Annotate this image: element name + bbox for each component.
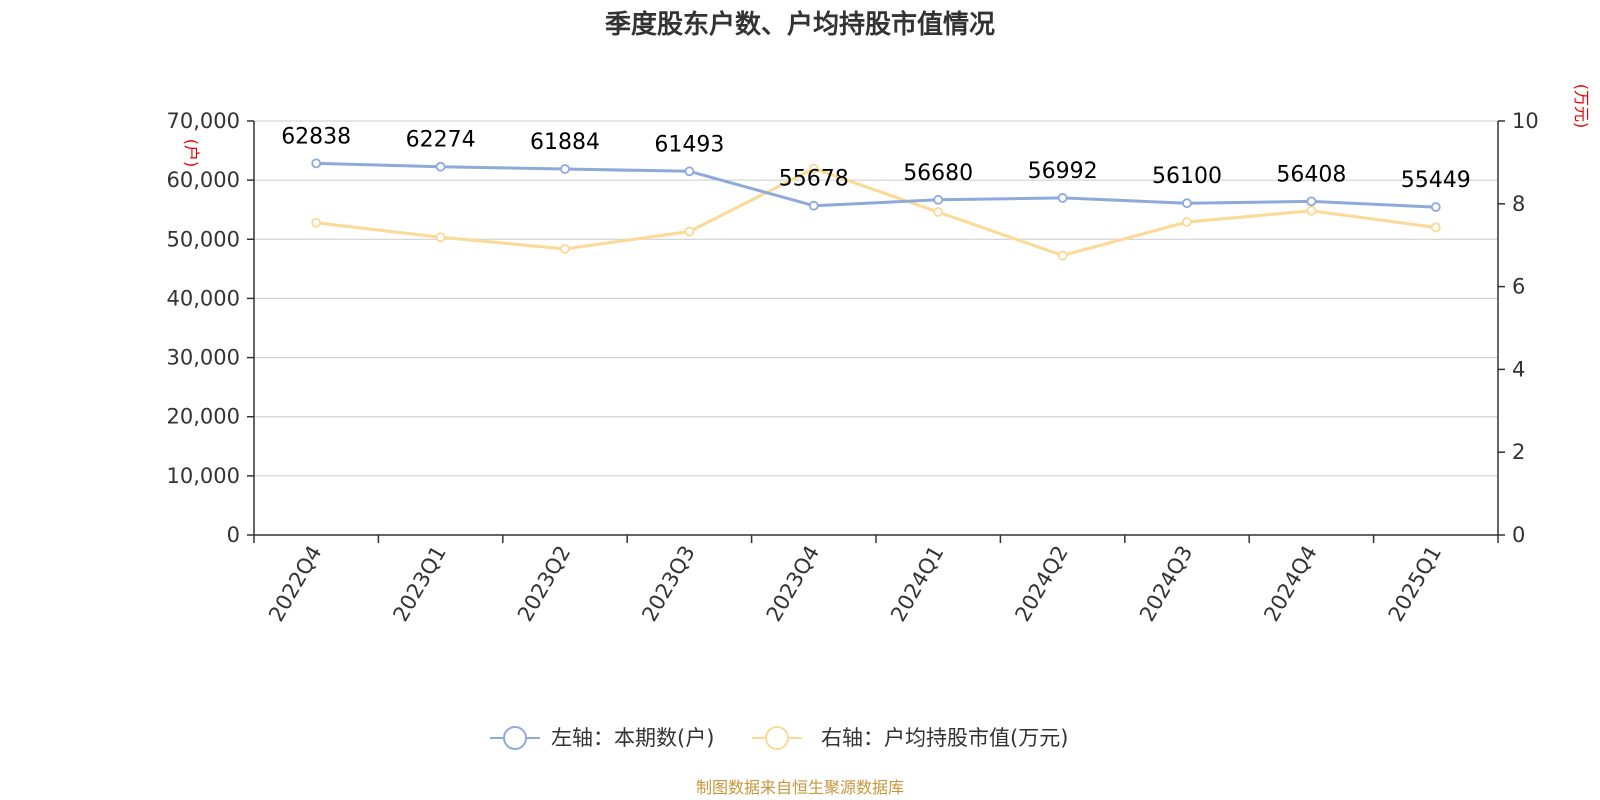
series-layer [311, 158, 1441, 261]
right-axis-tick-label: 4 [1512, 357, 1525, 381]
left-axis-tick-label: 0 [227, 523, 240, 547]
legend-item-0[interactable]: 左轴：本期数(户) [490, 726, 714, 750]
right-axis-unit: (万元) [1572, 84, 1591, 129]
data-label: 56408 [1276, 162, 1346, 187]
data-label: 56100 [1152, 164, 1222, 189]
x-axis-category-label: 2025Q1 [1384, 542, 1446, 626]
data-label: 61884 [530, 130, 600, 155]
data-label: 61493 [654, 132, 724, 157]
right-axis-tick-label: 2 [1512, 440, 1525, 464]
right-axis-tick-label: 10 [1512, 109, 1539, 133]
x-axis-category-label: 2023Q3 [637, 542, 699, 626]
series-1-point [1306, 205, 1317, 216]
x-axis-category-label: 2024Q2 [1010, 542, 1072, 626]
series-0-point [311, 158, 322, 169]
series-1-point [560, 244, 570, 254]
x-axis-category-label: 2023Q1 [388, 542, 450, 626]
x-axis-category-label: 2024Q3 [1135, 542, 1197, 626]
data-labels: 62838 62274 61884 61493 55678 56680 56992 56100… [281, 124, 1471, 193]
series-1-point [684, 226, 695, 237]
series-0-point [560, 164, 570, 174]
chart-title: 季度股东户数、户均持股市值情况 [605, 9, 995, 40]
series-1-point [808, 163, 819, 174]
series-0-point [684, 166, 695, 177]
legend-circle-icon [503, 726, 527, 750]
left-axis-tick-label: 70,000 [167, 109, 240, 133]
series-0-point [1182, 198, 1192, 209]
legend-label: 左轴：本期数(户) [551, 726, 714, 750]
data-label: 62274 [406, 128, 476, 153]
left-axis-unit: (户) [182, 139, 201, 168]
left-axis-tick-label: 30,000 [167, 346, 240, 370]
left-axis-tick-label: 40,000 [167, 286, 240, 310]
left-axis-tick-label: 20,000 [167, 405, 240, 429]
series-1-point [311, 217, 322, 228]
data-label: 55449 [1401, 168, 1471, 193]
x-axis-category-label: 2024Q4 [1259, 542, 1321, 626]
series-1-point [1057, 250, 1068, 261]
legend-circle-icon [765, 726, 789, 750]
series-line-0 [316, 161, 1436, 209]
legend[interactable]: 左轴：本期数(户) 右轴：户均持股市值(万元) [490, 726, 1068, 750]
right-axis-tick-label: 6 [1512, 275, 1525, 299]
right-axis-tick-label: 8 [1512, 192, 1525, 216]
data-label: 56680 [903, 161, 973, 186]
series-1-point [1182, 217, 1192, 227]
series-line-1 [316, 167, 1436, 257]
x-axis-category-label: 2022Q4 [264, 542, 326, 626]
series-1-point [435, 232, 446, 243]
series-0-point [1430, 202, 1441, 212]
series-0-point [933, 194, 944, 205]
data-label: 56992 [1028, 159, 1098, 184]
data-label: 62838 [281, 124, 351, 149]
series-0-point [435, 161, 446, 172]
x-axis-category-label: 2024Q1 [886, 541, 948, 625]
legend-item-1[interactable]: 右轴：户均持股市值(万元) [752, 726, 1068, 750]
legend-label: 右轴：户均持股市值(万元) [821, 726, 1068, 750]
x-axis-category-label: 2023Q4 [762, 542, 824, 626]
left-axis-tick-label: 50,000 [167, 227, 240, 251]
source-note: 制图数据来自恒生聚源数据库 [696, 778, 904, 797]
series-1-point [1430, 222, 1441, 233]
series-0-point [808, 200, 819, 211]
series-0-point [1057, 193, 1068, 203]
series-0-point [1306, 196, 1317, 207]
left-axis-tick-label: 10,000 [167, 464, 240, 488]
right-axis-tick-label: 0 [1512, 523, 1525, 547]
x-axis-category-label: 2023Q2 [513, 542, 575, 626]
series-1-point [933, 207, 944, 217]
data-label: 55678 [779, 167, 849, 192]
left-axis-tick-label: 60,000 [167, 168, 240, 192]
